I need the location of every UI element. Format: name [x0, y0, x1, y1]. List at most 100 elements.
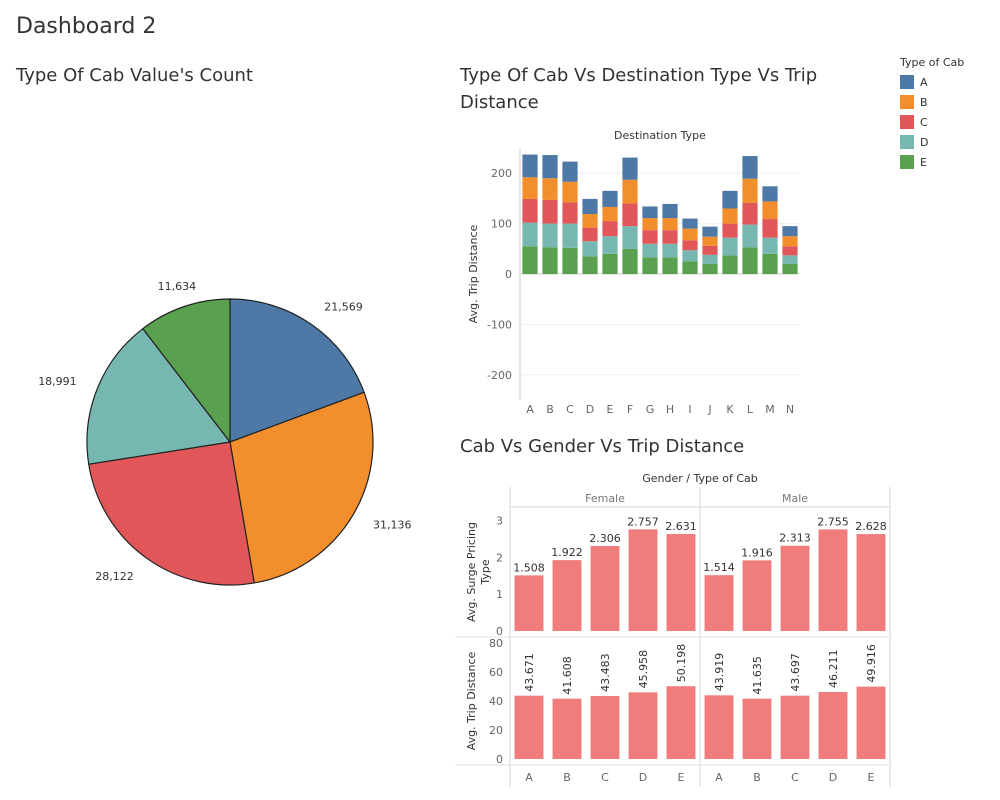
pie-slice-c[interactable]	[88, 441, 255, 586]
pie-slice-b[interactable]	[229, 391, 374, 584]
stacked-bar-segment-g-b[interactable]	[642, 218, 658, 231]
stacked-bar-segment-m-d[interactable]	[762, 237, 778, 254]
stacked-bar-segment-e-d[interactable]	[602, 236, 618, 254]
stacked-bar-segment-c-a[interactable]	[562, 161, 578, 182]
stacked-bar-segment-h-d[interactable]	[662, 243, 678, 258]
pie-slice-d[interactable]	[86, 327, 232, 465]
bar-male-e[interactable]	[856, 686, 886, 759]
stacked-bar-segment-b-a[interactable]	[542, 155, 558, 179]
stacked-bar-segment-a-c[interactable]	[522, 198, 538, 223]
legend-item-b[interactable]: B	[900, 92, 964, 112]
stacked-bar-segment-c-b[interactable]	[562, 181, 578, 203]
stacked-bar-segment-l-e[interactable]	[742, 247, 758, 274]
stacked-bar-segment-a-d[interactable]	[522, 222, 538, 247]
stacked-bar-segment-n-a[interactable]	[782, 226, 798, 237]
stacked-bar-segment-b-e[interactable]	[542, 247, 558, 274]
bar-female-e[interactable]	[666, 533, 696, 631]
bar-male-d[interactable]	[818, 691, 848, 759]
stacked-bar-segment-k-a[interactable]	[722, 190, 738, 209]
stacked-bar-segment-g-c[interactable]	[642, 230, 658, 244]
bar-male-d[interactable]	[818, 529, 848, 631]
stacked-bar-segment-i-b[interactable]	[682, 228, 698, 241]
stacked-bar-segment-k-e[interactable]	[722, 255, 738, 274]
stacked-bar-segment-g-d[interactable]	[642, 243, 658, 258]
bar-female-b[interactable]	[552, 698, 582, 759]
stacked-bar-segment-j-a[interactable]	[702, 226, 718, 237]
legend-item-a[interactable]: A	[900, 72, 964, 92]
stacked-bar-segment-l-c[interactable]	[742, 202, 758, 225]
stacked-bar-segment-j-e[interactable]	[702, 263, 718, 274]
stacked-bar-segment-a-b[interactable]	[522, 177, 538, 199]
stacked-bar-segment-i-a[interactable]	[682, 218, 698, 229]
stacked-bar-segment-g-a[interactable]	[642, 206, 658, 219]
stacked-bar-segment-f-b[interactable]	[622, 179, 638, 204]
stacked-bar-segment-e-c[interactable]	[602, 221, 618, 237]
pie-slice-e[interactable]	[141, 298, 231, 444]
stacked-bar-segment-f-c[interactable]	[622, 203, 638, 227]
stacked-bar-segment-i-e[interactable]	[682, 261, 698, 274]
legend-item-d[interactable]: D	[900, 132, 964, 152]
stacked-bar-segment-d-e[interactable]	[582, 256, 598, 274]
stacked-bar-segment-n-c[interactable]	[782, 246, 798, 256]
bar-female-e[interactable]	[666, 686, 696, 759]
stacked-bar-segment-m-e[interactable]	[762, 253, 778, 274]
stacked-bar-segment-d-d[interactable]	[582, 241, 598, 257]
bar-female-d[interactable]	[628, 692, 658, 759]
stacked-bar-segment-j-d[interactable]	[702, 254, 718, 264]
stacked-bar-segment-d-a[interactable]	[582, 198, 598, 215]
pie-slice-a[interactable]	[229, 298, 365, 443]
stacked-bar-segment-k-c[interactable]	[722, 223, 738, 238]
stacked-bar-segment-n-d[interactable]	[782, 255, 798, 264]
stacked-bar-segment-j-c[interactable]	[702, 245, 718, 255]
stacked-bar-segment-m-b[interactable]	[762, 201, 778, 220]
stacked-bar-segment-l-b[interactable]	[742, 178, 758, 203]
stacked-bar-segment-d-c[interactable]	[582, 227, 598, 242]
stacked-bar-segment-i-d[interactable]	[682, 250, 698, 262]
stacked-bar-segment-c-e[interactable]	[562, 247, 578, 274]
bar-male-a[interactable]	[704, 695, 734, 759]
stacked-bar-segment-h-e[interactable]	[662, 257, 678, 274]
stacked-bar-segment-f-d[interactable]	[622, 226, 638, 249]
stacked-bar-segment-m-c[interactable]	[762, 219, 778, 238]
bar-male-a[interactable]	[704, 575, 734, 631]
bar-female-a[interactable]	[514, 575, 544, 631]
bar-male-b[interactable]	[742, 698, 772, 759]
stacked-bar-segment-b-b[interactable]	[542, 178, 558, 200]
stacked-bar-segment-n-b[interactable]	[782, 236, 798, 247]
stacked-bar-segment-f-a[interactable]	[622, 157, 638, 180]
bar-female-a[interactable]	[514, 695, 544, 759]
stacked-bar-segment-i-c[interactable]	[682, 240, 698, 251]
stacked-bar-segment-g-e[interactable]	[642, 257, 658, 274]
stacked-bar-segment-h-c[interactable]	[662, 230, 678, 244]
bar-female-c[interactable]	[590, 545, 620, 631]
bar-male-e[interactable]	[856, 534, 886, 631]
stacked-bar-segment-a-a[interactable]	[522, 154, 538, 178]
stacked-bar-segment-c-d[interactable]	[562, 223, 578, 248]
stacked-bar-segment-h-a[interactable]	[662, 203, 678, 219]
legend-item-c[interactable]: C	[900, 112, 964, 132]
stacked-bar-segment-k-d[interactable]	[722, 237, 738, 256]
stacked-bar-segment-d-b[interactable]	[582, 214, 598, 228]
legend-item-e[interactable]: E	[900, 152, 964, 172]
stacked-bar-segment-b-d[interactable]	[542, 223, 558, 248]
bar-male-c[interactable]	[780, 545, 810, 631]
stacked-bar-segment-e-a[interactable]	[602, 190, 618, 207]
stacked-bar-segment-l-a[interactable]	[742, 156, 758, 179]
bar-male-c[interactable]	[780, 695, 810, 759]
stacked-bar-segment-b-c[interactable]	[542, 199, 558, 224]
bar-female-b[interactable]	[552, 560, 582, 631]
stacked-bar-segment-c-c[interactable]	[562, 202, 578, 224]
stacked-bar-segment-f-e[interactable]	[622, 248, 638, 274]
bar-female-d[interactable]	[628, 529, 658, 631]
stacked-bar-segment-l-d[interactable]	[742, 224, 758, 248]
stacked-bar-segment-e-b[interactable]	[602, 206, 618, 222]
stacked-bar-segment-j-b[interactable]	[702, 236, 718, 246]
bar-male-b[interactable]	[742, 560, 772, 631]
stacked-bar-segment-n-e[interactable]	[782, 263, 798, 274]
bar-female-c[interactable]	[590, 695, 620, 759]
stacked-bar-segment-a-e[interactable]	[522, 246, 538, 274]
stacked-bar-segment-m-a[interactable]	[762, 186, 778, 202]
stacked-bar-segment-h-b[interactable]	[662, 218, 678, 231]
stacked-bar-segment-e-e[interactable]	[602, 253, 618, 274]
